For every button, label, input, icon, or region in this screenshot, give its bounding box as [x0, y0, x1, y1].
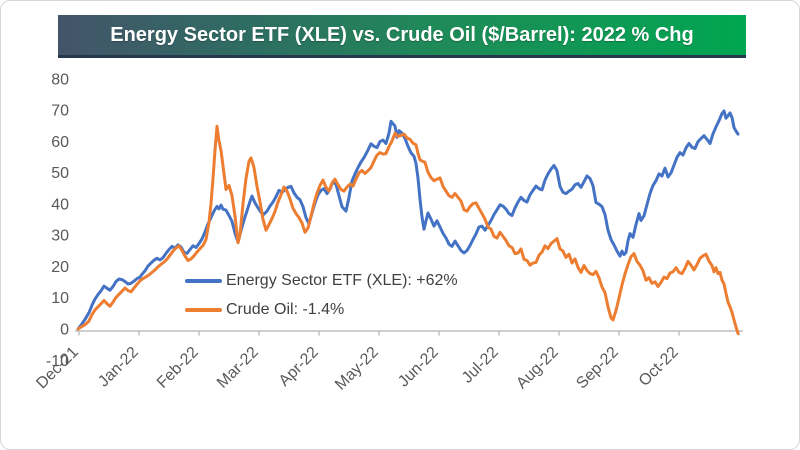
- x-axis-month-label: Mar-22: [214, 344, 262, 392]
- chart-legend: Energy Sector ETF (XLE): +62% Crude Oil:…: [185, 272, 458, 319]
- chart-title-bar: Energy Sector ETF (XLE) vs. Crude Oil ($…: [58, 15, 746, 58]
- y-axis-tick-label: 20: [51, 259, 69, 276]
- y-axis-tick-label: 80: [51, 71, 69, 88]
- x-axis-month-label: Jun-22: [395, 344, 442, 391]
- x-axis-month-label: Apr-22: [276, 344, 322, 390]
- xle-line-swatch: [185, 279, 222, 283]
- chart-title: Energy Sector ETF (XLE) vs. Crude Oil ($…: [110, 23, 694, 46]
- legend-item-xle: Energy Sector ETF (XLE): +62%: [185, 272, 458, 290]
- y-axis-tick-label: 10: [51, 290, 69, 307]
- crude-line-swatch: [185, 308, 222, 312]
- y-axis-tick-label: 60: [51, 134, 69, 151]
- xle-legend-label: Energy Sector ETF (XLE): +62%: [226, 272, 458, 289]
- y-axis-tick-label: 40: [51, 196, 69, 213]
- x-axis-month-label: Jan-22: [95, 344, 142, 391]
- y-axis-tick-label: 50: [51, 165, 69, 182]
- x-axis-month-label: Aug-22: [513, 344, 562, 393]
- y-axis-tick-label: 30: [51, 228, 69, 245]
- x-axis-month-label: Oct-22: [636, 344, 682, 390]
- x-axis-month-label: Dec-21: [33, 344, 82, 393]
- legend-item-crude: Crude Oil: -1.4%: [185, 301, 458, 319]
- y-axis-tick-label: 0: [60, 322, 69, 339]
- xle-series-line: [76, 109, 740, 331]
- x-axis-month-label: Jul-22: [459, 344, 502, 387]
- x-axis-month-label: Sep-22: [573, 344, 622, 393]
- crude-legend-label: Crude Oil: -1.4%: [226, 301, 345, 318]
- crude-oil-series-line: [76, 124, 740, 335]
- x-axis-month-label: May-22: [332, 344, 382, 394]
- y-axis-tick-label: -10: [46, 353, 69, 370]
- y-axis-tick-label: 70: [51, 103, 69, 120]
- x-axis-month-label: Feb-22: [154, 344, 202, 392]
